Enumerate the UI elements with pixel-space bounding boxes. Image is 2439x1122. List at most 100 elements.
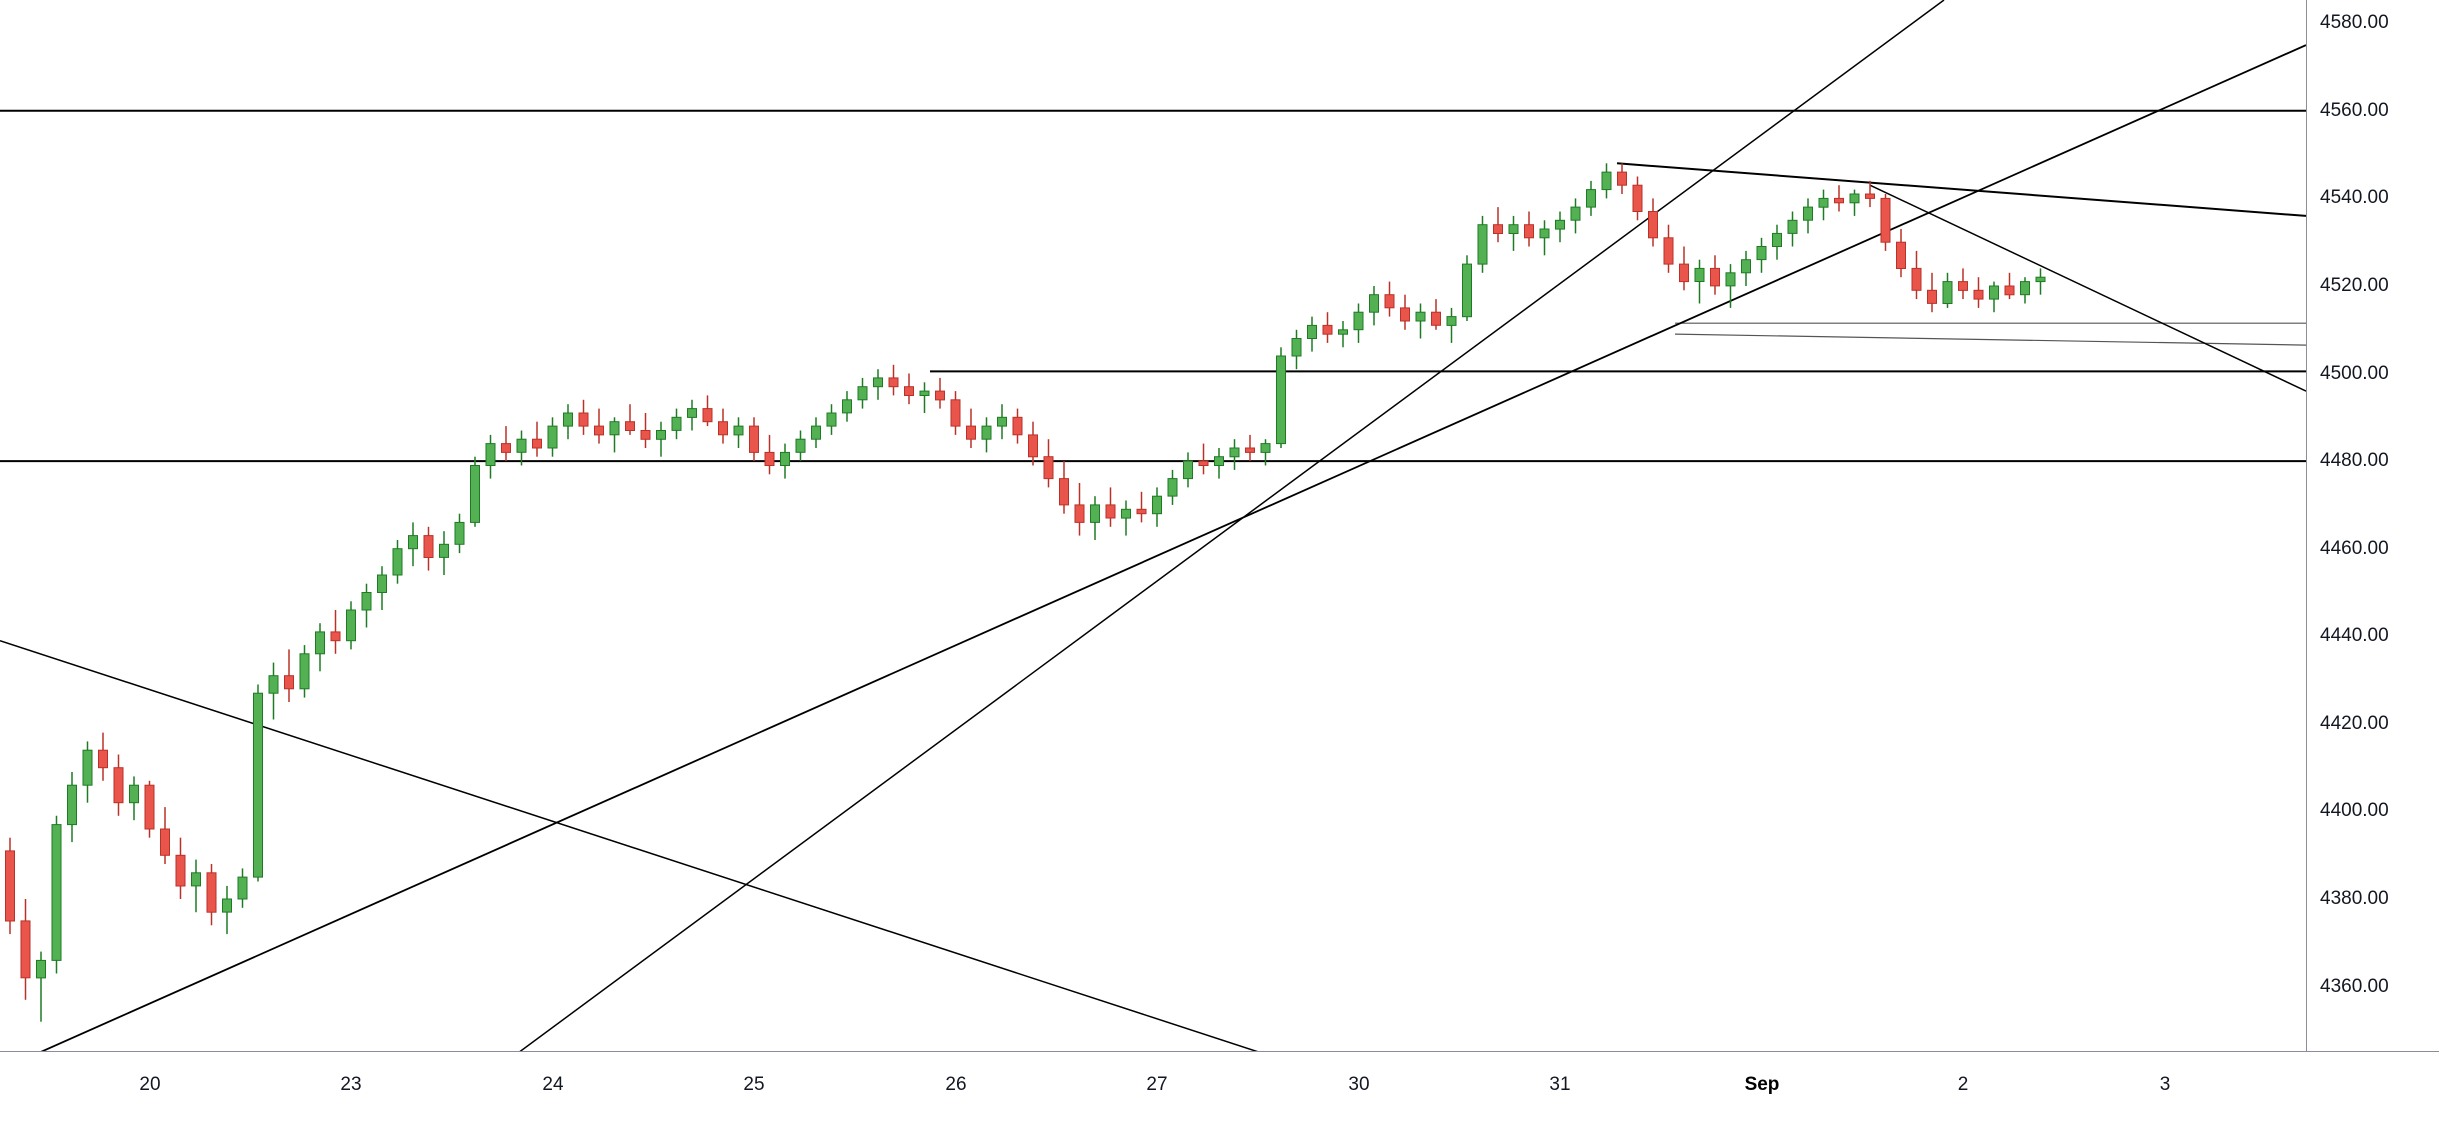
candle [1229,439,1240,470]
candle [439,531,449,575]
candle [795,430,806,462]
candle-body [950,399,961,427]
candle [454,513,465,554]
time-axis-label: 24 [542,1074,564,1095]
candle [1090,496,1100,540]
candle [1136,491,1147,523]
candle-body [253,692,263,878]
candle-body [439,543,449,558]
candle-body [1632,184,1643,212]
candle [1198,443,1209,475]
candle [2035,268,2046,295]
candle [129,776,139,821]
trendline-minor-4509[interactable] [1674,333,2306,346]
candle-body [702,408,713,423]
candle [1679,246,1689,291]
candle [1787,211,1798,247]
candle-body [1012,416,1023,436]
candle-body [191,872,201,887]
candle [1059,461,1069,514]
candle [408,522,418,567]
candle [423,526,434,571]
candle-body [1462,263,1472,318]
candle [1880,194,1891,251]
candle [563,404,573,440]
candle [175,837,186,899]
candle-body [408,535,418,550]
price-axis-label: 4360.00 [2320,976,2389,997]
candle-body [82,749,93,786]
trendline-down-from-high-shallow[interactable] [1616,162,2306,217]
price-axis-label: 4580.00 [2320,12,2389,33]
candle-body [1927,289,1937,304]
trendline-down-from-high-steep[interactable] [1869,184,2306,392]
candle-body [671,416,682,431]
candle-body [1973,289,1984,300]
candle-body [1183,460,1193,480]
candle [315,623,325,672]
time-axis-label: Sep [1744,1074,1780,1095]
candle [2004,272,2015,300]
candle [857,377,868,409]
candle [718,408,728,444]
candle [160,807,170,864]
candle-body [1384,294,1395,309]
candle [1012,408,1023,444]
candle [1524,211,1534,247]
candle-body [1741,259,1751,274]
candle [392,540,403,584]
trendline-uptrend-steep[interactable] [424,0,1945,1122]
candle [82,741,93,803]
candle-body [966,425,976,440]
candle-body [1617,171,1627,186]
price-axis-label: 4480.00 [2320,450,2389,471]
candle-body [1679,263,1689,283]
candle-body [1942,281,1953,305]
candle-body [625,421,635,432]
price-axis-label: 4380.00 [2320,888,2389,909]
candle [206,864,217,926]
candle [1617,163,1627,194]
candle [1803,198,1813,234]
candle-body [1074,504,1085,523]
candle [1710,255,1720,295]
candle [640,413,651,448]
candle-body [1849,193,1860,204]
candle [981,417,992,453]
candle-body [1245,447,1255,453]
time-axis-label: 3 [2159,1074,2171,1095]
time-axis-label: 30 [1348,1074,1370,1095]
candle-body [1756,246,1767,261]
candle [1725,264,1736,308]
candle [873,369,883,400]
candle [656,421,666,457]
trendline-downtrend-left[interactable] [0,639,1474,1122]
candle [485,434,496,479]
candle-body [67,784,77,826]
candle-body [129,784,139,804]
candle-body [1446,316,1457,326]
candle-body [1121,508,1131,519]
candle-body [1694,267,1705,282]
candle [1121,500,1131,536]
candle [1291,329,1302,370]
candle [377,566,387,610]
candle-body [346,609,356,642]
candle-body [1834,197,1844,204]
candle [1369,286,1379,326]
candle [1958,268,1968,300]
price-axis-label: 4420.00 [2320,713,2389,734]
candle-body [20,920,31,979]
trendlines-layer [0,0,2306,1122]
price-axis-label: 4460.00 [2320,538,2389,559]
candle [2020,277,2030,304]
trendline-uptrend-major[interactable] [40,44,2306,1052]
candle [51,815,62,974]
candle [842,391,852,422]
candle-body [1322,324,1333,335]
candle-body [873,377,883,388]
candle [516,430,527,466]
candle-body [1570,206,1581,221]
candle [780,443,790,479]
